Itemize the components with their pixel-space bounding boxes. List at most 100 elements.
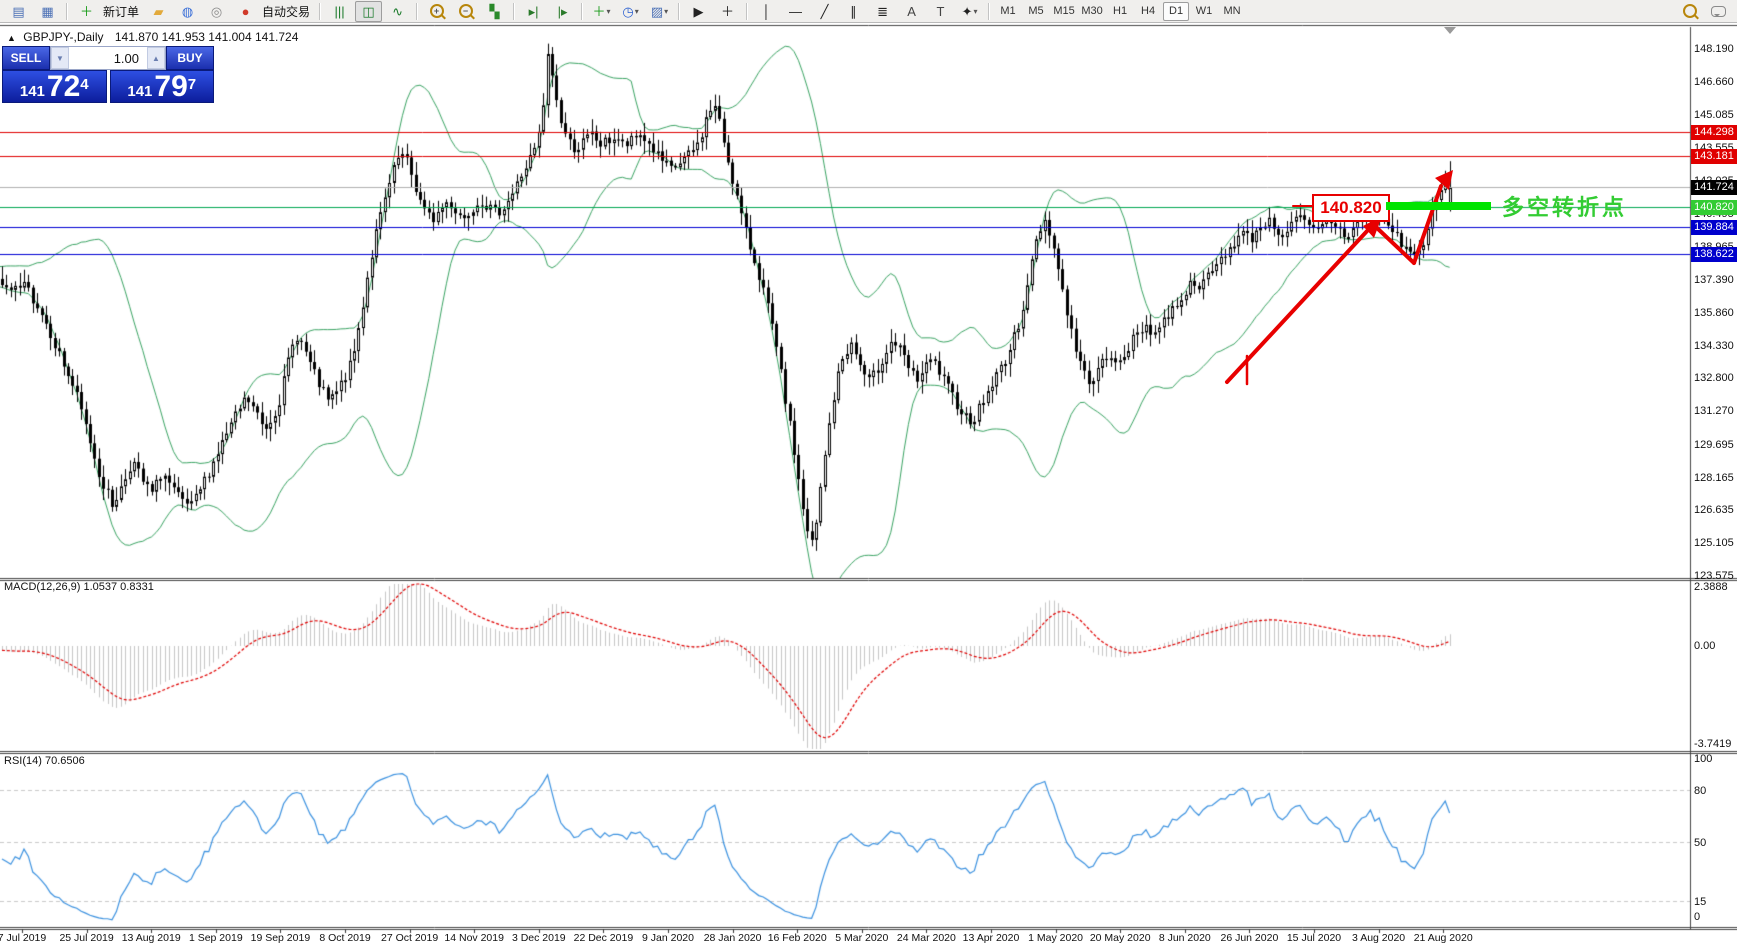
tile-windows-button[interactable]: ▚ <box>481 1 508 22</box>
crosshair-button[interactable]: ＋ <box>714 1 741 22</box>
autotrade-button[interactable]: ● <box>232 1 259 22</box>
buy-button[interactable]: BUY <box>166 46 214 70</box>
timeframe-m1-button[interactable]: M1 <box>1000 5 1016 17</box>
crosshair-icon: ＋ <box>721 3 735 19</box>
chart-shift-icon: |▸ <box>557 3 568 19</box>
toolbar-separator <box>319 2 322 20</box>
sell-price-pip: 4 <box>80 76 89 93</box>
arrows-button-caret-icon: ▾ <box>973 6 978 16</box>
volume-stepper: ▼ 1.00 ▲ <box>50 46 166 70</box>
axis-tick-label: -3.7419 <box>1694 738 1732 750</box>
timeframe-m30-button[interactable]: M30 <box>1081 5 1103 17</box>
sell-price-big: 72 <box>46 70 81 103</box>
timeframe-m15-button[interactable]: M15 <box>1053 5 1075 17</box>
date-label: 22 Dec 2019 <box>573 932 634 944</box>
trendline-icon: ╱ <box>820 3 829 19</box>
fibonacci-icon: ≣ <box>877 3 888 19</box>
axis-tick-label: 135.860 <box>1694 306 1734 319</box>
date-label: 13 Apr 2020 <box>962 932 1020 944</box>
publish-icon[interactable]: ◍ <box>174 1 201 22</box>
label-button[interactable]: T <box>927 1 954 22</box>
auto-scroll-button[interactable]: ▸| <box>520 1 547 22</box>
sell-price[interactable]: 141 72 4 <box>2 70 107 103</box>
new-order-icon: ＋ <box>79 3 93 19</box>
search-icon <box>1682 4 1697 18</box>
chat-icon <box>1711 5 1726 17</box>
zoom-out-button[interactable]: − <box>452 1 479 22</box>
collapse-trade-panel-icon[interactable]: ▲ <box>7 33 16 43</box>
buy-price[interactable]: 141 79 7 <box>109 70 214 103</box>
chat-button[interactable] <box>1705 1 1732 22</box>
volume-down-button[interactable]: ▼ <box>51 47 69 69</box>
axis-tick-label: 50 <box>1694 836 1707 849</box>
axis-tick-label: 125.105 <box>1694 537 1734 550</box>
channel-button[interactable]: ∥ <box>840 1 867 22</box>
trendline-button[interactable]: ╱ <box>811 1 838 22</box>
signals-icon-icon: ◎ <box>210 3 223 19</box>
price-badge: 139.884 <box>1691 219 1737 235</box>
hline-button[interactable]: — <box>782 1 809 22</box>
text-button[interactable]: A <box>898 1 925 22</box>
toolbar-separator <box>416 2 419 20</box>
date-label: 27 Oct 2019 <box>380 932 439 944</box>
sell-button[interactable]: SELL <box>2 46 50 70</box>
buy-price-pip: 7 <box>187 76 197 93</box>
axis-tick-label: 146.660 <box>1694 75 1734 88</box>
timeframe-d1-button[interactable]: D1 <box>1163 1 1190 21</box>
signals-icon[interactable]: ◎ <box>203 1 230 22</box>
wallet-icon[interactable]: ▰ <box>145 1 172 22</box>
zoom-in-button[interactable]: + <box>423 1 450 22</box>
market-watch-icon[interactable]: ▤ <box>5 1 32 22</box>
arrows-button[interactable]: ✦ ▾ <box>956 1 983 22</box>
chart-shift-button[interactable]: |▸ <box>549 1 576 22</box>
line-chart-button[interactable]: ∿ <box>384 1 411 22</box>
date-label: 20 May 2020 <box>1089 932 1151 944</box>
bar-chart-button[interactable]: ||| <box>326 1 353 22</box>
channel-icon: ∥ <box>850 3 857 19</box>
search-button[interactable] <box>1676 1 1703 22</box>
data-window-icon[interactable]: ▦ <box>34 1 61 22</box>
axis-tick-label: 100 <box>1694 753 1713 765</box>
new-chart-icon: ＋ <box>592 3 606 19</box>
cursor-button[interactable]: ▶ <box>685 1 712 22</box>
date-label: 15 Jul 2020 <box>1286 932 1342 944</box>
tile-windows-icon: ▚ <box>489 3 500 19</box>
date-label: 1 May 2020 <box>1028 932 1084 944</box>
cursor-icon: ▶ <box>693 3 704 19</box>
date-label: 13 Aug 2019 <box>121 932 181 944</box>
new-order-button[interactable]: ＋ <box>73 1 100 22</box>
zoom-out-icon: − <box>458 4 473 18</box>
fibonacci-button[interactable]: ≣ <box>869 1 896 22</box>
timeframe-h1-button[interactable]: H1 <box>1113 5 1128 17</box>
chart-canvas[interactable] <box>0 24 1737 943</box>
date-label: 21 Aug 2020 <box>1413 932 1473 944</box>
toolbar-separator <box>581 2 584 20</box>
vline-button[interactable]: │ <box>753 1 780 22</box>
new-chart-button[interactable]: ＋ ▾ <box>588 1 615 22</box>
toolbar-separator <box>746 2 749 20</box>
volume-up-button[interactable]: ▲ <box>147 47 165 69</box>
timeframe-m5-button[interactable]: M5 <box>1028 5 1044 17</box>
timeframe-w1-button[interactable]: W1 <box>1195 5 1213 17</box>
autotrade-icon: ● <box>241 3 250 19</box>
price-badge: 144.298 <box>1691 125 1737 141</box>
profiles-button[interactable]: ▨ ▾ <box>646 1 673 22</box>
auto-scroll-icon: ▸| <box>528 3 539 19</box>
axis-tick-label: 80 <box>1694 785 1707 798</box>
data-window-icon-icon: ▦ <box>41 3 54 19</box>
volume-input[interactable]: 1.00 <box>113 50 139 66</box>
toolbar-separator <box>988 2 991 20</box>
timeframe-h4-button[interactable]: H4 <box>1141 5 1156 17</box>
periods-icon: ◷ <box>622 3 634 19</box>
candlestick-button[interactable]: ◫ <box>355 0 383 22</box>
buy-price-big: 79 <box>154 70 188 103</box>
chart-title: ▲ GBPJPY-,Daily 141.870 141.953 141.004 … <box>7 30 298 44</box>
price-badge: 140.820 <box>1691 199 1737 215</box>
buy-price-prefix: 141 <box>127 83 153 100</box>
axis-tick-label: 126.635 <box>1694 504 1734 517</box>
ohlc-values: 141.870 141.953 141.004 141.724 <box>114 30 299 44</box>
date-label: 3 Aug 2020 <box>1352 932 1406 944</box>
periods-button[interactable]: ◷ ▾ <box>617 1 644 22</box>
timeframe-mn-button[interactable]: MN <box>1223 5 1241 17</box>
axis-tick-label: 123.575 <box>1694 570 1734 582</box>
